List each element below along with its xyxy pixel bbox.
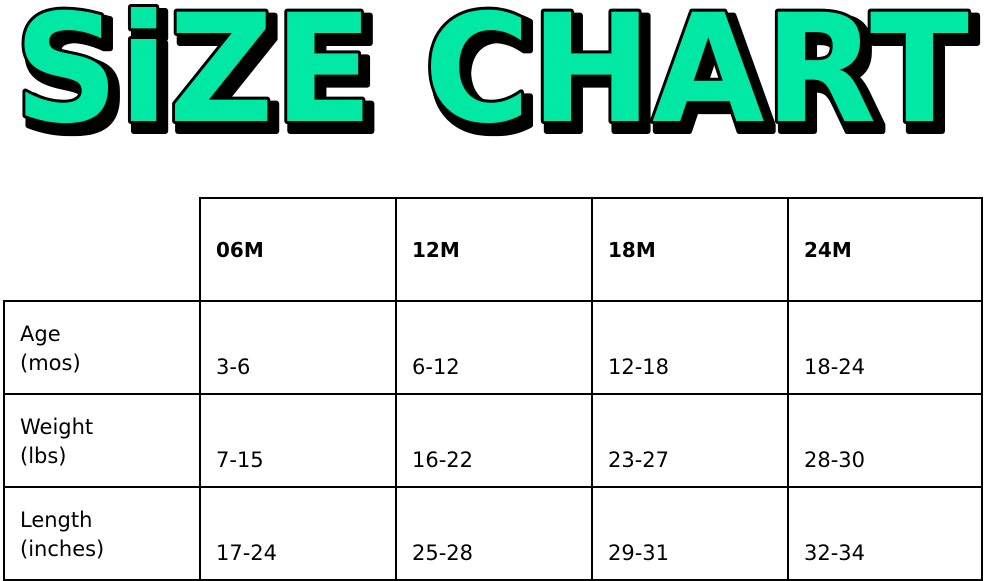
size-table: 06M 12M 18M 24M Age (mos) 3-6 6-12 12-18 … — [3, 197, 983, 581]
table-cell: 32-34 — [787, 486, 983, 581]
table-row: Weight (lbs) 7-15 16-22 23-27 28-30 — [3, 393, 983, 488]
column-header: 12M — [395, 197, 593, 302]
row-label: Length (inches) — [3, 486, 201, 581]
column-header: 18M — [591, 197, 789, 302]
table-cell: 16-22 — [395, 393, 593, 488]
table-cell: 25-28 — [395, 486, 593, 581]
header-row: 06M 12M 18M 24M — [4, 197, 983, 302]
table-cell: 17-24 — [199, 486, 397, 581]
table-row: Length (inches) 17-24 25-28 29-31 32-34 — [3, 486, 983, 581]
table-cell: 28-30 — [787, 393, 983, 488]
table-cell: 29-31 — [591, 486, 789, 581]
table-cell: 6-12 — [395, 300, 593, 395]
table-cell: 23-27 — [591, 393, 789, 488]
row-label-unit: (mos) — [20, 351, 81, 375]
column-header: 06M — [199, 197, 397, 302]
table-row: Age (mos) 3-6 6-12 12-18 18-24 — [3, 300, 983, 395]
table-cell: 3-6 — [199, 300, 397, 395]
row-label: Weight (lbs) — [3, 393, 201, 488]
corner-cell — [4, 198, 201, 302]
table-cell: 18-24 — [787, 300, 983, 395]
row-label-unit: (lbs) — [20, 444, 67, 468]
row-label: Age (mos) — [3, 300, 201, 395]
column-header: 24M — [787, 197, 983, 302]
table-cell: 7-15 — [199, 393, 397, 488]
row-label-unit: (inches) — [20, 537, 105, 561]
row-label-line: Length — [20, 508, 93, 532]
row-label-line: Age — [20, 322, 61, 346]
table-cell: 12-18 — [591, 300, 789, 395]
row-label-line: Weight — [20, 415, 94, 439]
page-title: SiZE CHART — [11, 0, 972, 150]
title-text: SiZE CHART — [14, 0, 969, 150]
